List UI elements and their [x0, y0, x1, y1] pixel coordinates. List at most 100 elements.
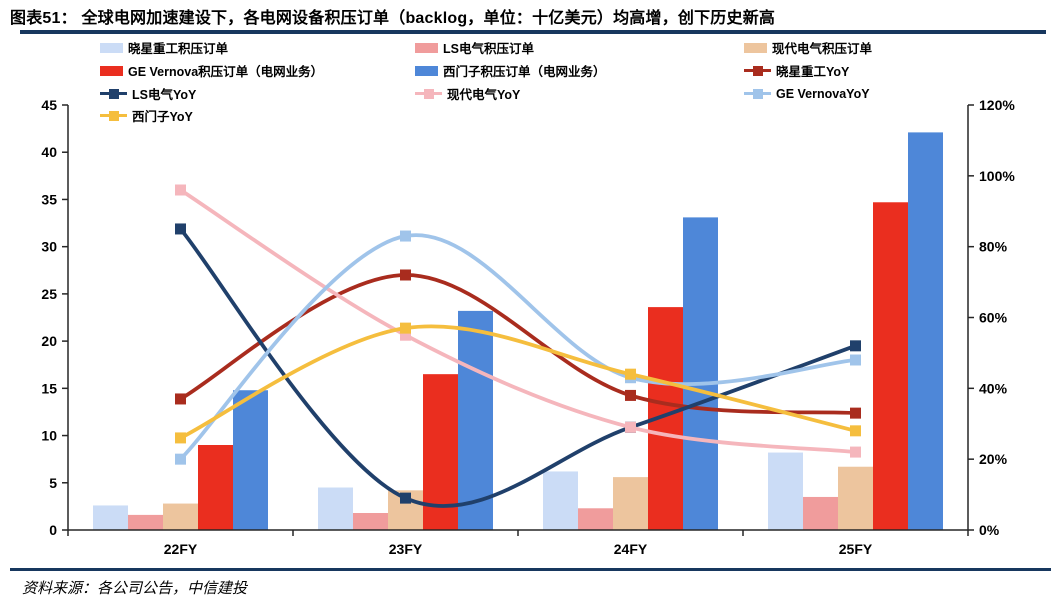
left-tick-label: 45: [41, 97, 57, 113]
bar-西门子积压订单（电网业务）-23FY: [458, 310, 493, 530]
yoy-marker-现代电气YoY-25FY: [850, 446, 861, 458]
yoy-marker-晓星重工YoY-25FY: [850, 407, 861, 419]
chart-legend: 晓星重工积压订单 LS电气积压订单 现代电气积压订单 GE Vernova积压订单（电…: [0, 0, 1063, 130]
legend-label: GE VernovaYoY: [776, 86, 870, 101]
x-category-label: 24FY: [614, 541, 648, 557]
legend-label: 西门子积压订单（电网业务）: [443, 65, 606, 79]
footer-divider: [10, 568, 1051, 571]
yoy-marker-LS电气YoY-25FY: [850, 340, 861, 352]
yoy-marker-晓星重工YoY-22FY: [175, 393, 186, 405]
x-category-label: 25FY: [839, 541, 873, 557]
yoy-marker-晓星重工YoY-23FY: [400, 269, 411, 281]
left-tick-label: 35: [41, 191, 57, 207]
bar-swatch-icon: [100, 65, 123, 76]
bar-现代电气积压订单-24FY: [613, 477, 648, 530]
source-note: 资料来源：各公司公告，中信建投: [22, 581, 248, 597]
bar-西门子积压订单（电网业务）-25FY: [908, 132, 943, 530]
x-category-label: 22FY: [164, 541, 198, 557]
left-tick-label: 30: [41, 239, 57, 255]
legend-label: 西门子YoY: [132, 110, 193, 124]
legend-item-bar-2: 现代电气积压订单: [744, 40, 872, 56]
line-swatch-marker: [108, 88, 119, 99]
legend-label: GE Vernova积压订单（电网业务）: [128, 65, 324, 79]
bar-LS电气积压订单-22FY: [128, 514, 163, 530]
legend-item-bar-1: LS电气积压订单: [415, 40, 534, 56]
right-tick-label: 60%: [979, 310, 1008, 326]
yoy-marker-GE VernovaYoY-22FY: [175, 453, 186, 465]
bar-晓星重工积压订单-24FY: [543, 471, 578, 530]
bar-现代电气积压订单-25FY: [838, 466, 873, 530]
yoy-marker-西门子YoY-25FY: [850, 425, 861, 437]
bar-swatch-icon: [415, 42, 438, 53]
left-tick-label: 40: [41, 144, 57, 160]
yoy-line-晓星重工YoY: [178, 273, 858, 416]
left-tick-label: 0: [49, 522, 57, 538]
bar-GE Vernova积压订单（电网业务）-22FY: [198, 445, 233, 530]
yoy-line-LS电气YoY: [178, 227, 858, 509]
bar-swatch-icon: [415, 65, 438, 76]
line-marker-swatch-icon: [100, 110, 127, 121]
bar-GE Vernova积压订单（电网业务）-25FY: [873, 202, 908, 530]
bar-西门子积压订单（电网业务）-22FY: [233, 390, 268, 530]
right-tick-label: 80%: [979, 239, 1008, 255]
left-tick-label: 15: [41, 380, 57, 396]
legend-item-line-8: GE VernovaYoY: [744, 86, 870, 101]
left-tick-label: 25: [41, 286, 57, 302]
title-divider: [20, 30, 1046, 34]
bar-LS电气积压订单-23FY: [353, 513, 388, 530]
yoy-line-现代电气YoY: [178, 188, 858, 454]
legend-item-bar-3: GE Vernova积压订单（电网业务）: [100, 63, 324, 79]
bar-现代电气积压订单-22FY: [163, 503, 198, 530]
yoy-marker-GE VernovaYoY-23FY: [400, 230, 411, 242]
yoy-marker-西门子YoY-22FY: [175, 432, 186, 444]
legend-label: LS电气YoY: [132, 88, 197, 102]
yoy-line-西门子YoY: [178, 324, 858, 440]
yoy-marker-LS电气YoY-23FY: [400, 492, 411, 504]
yoy-marker-LS电气YoY-22FY: [175, 223, 186, 235]
right-tick-label: 20%: [979, 451, 1008, 467]
legend-item-line-5: 晓星重工YoY: [744, 63, 850, 79]
legend-item-bar-0: 晓星重工积压订单: [100, 40, 229, 56]
line-marker-swatch-icon: [415, 88, 442, 99]
yoy-marker-现代电气YoY-23FY: [400, 329, 411, 341]
legend-label: 现代电气YoY: [447, 88, 521, 102]
legend-item-bar-4: 西门子积压订单（电网业务）: [415, 63, 606, 79]
bar-LS电气积压订单-24FY: [578, 508, 613, 530]
legend-item-line-7: 现代电气YoY: [415, 86, 521, 102]
yoy-marker-现代电气YoY-24FY: [625, 421, 636, 433]
line-swatch-marker: [752, 88, 763, 99]
bar-晓星重工积压订单-25FY: [768, 452, 803, 530]
line-marker-swatch-icon: [744, 65, 771, 76]
left-tick-label: 5: [49, 475, 57, 491]
legend-label: 晓星重工YoY: [776, 65, 850, 79]
right-tick-label: 0%: [979, 522, 1000, 538]
line-swatch-marker: [108, 110, 119, 121]
bar-LS电气积压订单-25FY: [803, 496, 838, 530]
yoy-marker-GE VernovaYoY-25FY: [850, 354, 861, 366]
yoy-marker-西门子YoY-23FY: [400, 322, 411, 334]
right-tick-label: 120%: [979, 97, 1015, 113]
chart-title: 图表51： 全球电网加速建设下，各电网设备积压订单（backlog，单位：十亿美…: [10, 10, 776, 27]
right-tick-label: 40%: [979, 380, 1008, 396]
yoy-marker-西门子YoY-24FY: [625, 368, 636, 380]
legend-item-line-6: LS电气YoY: [100, 86, 197, 102]
line-swatch-marker: [423, 88, 434, 99]
left-tick-label: 10: [41, 428, 57, 444]
right-tick-label: 100%: [979, 168, 1015, 184]
bar-西门子积压订单（电网业务）-24FY: [683, 217, 718, 530]
legend-label: LS电气积压订单: [443, 42, 534, 56]
legend-item-line-9: 西门子YoY: [100, 108, 193, 124]
yoy-line-GE VernovaYoY: [178, 233, 858, 462]
bar-swatch-icon: [100, 42, 123, 53]
backlog-yoy-chart: 0 5 10 15 20 25 30 35 40 45 0% 20% 40% 60% 80% 100% 120%…: [41, 97, 1015, 557]
yoy-marker-现代电气YoY-22FY: [175, 184, 186, 196]
line-swatch-marker: [752, 65, 763, 76]
bar-swatch-icon: [744, 42, 767, 53]
line-marker-swatch-icon: [744, 88, 771, 99]
yoy-marker-晓星重工YoY-24FY: [625, 389, 636, 401]
left-tick-label: 20: [41, 333, 57, 349]
line-marker-swatch-icon: [100, 88, 127, 99]
bar-晓星重工积压订单-23FY: [318, 487, 353, 530]
legend-label: 晓星重工积压订单: [128, 42, 229, 56]
